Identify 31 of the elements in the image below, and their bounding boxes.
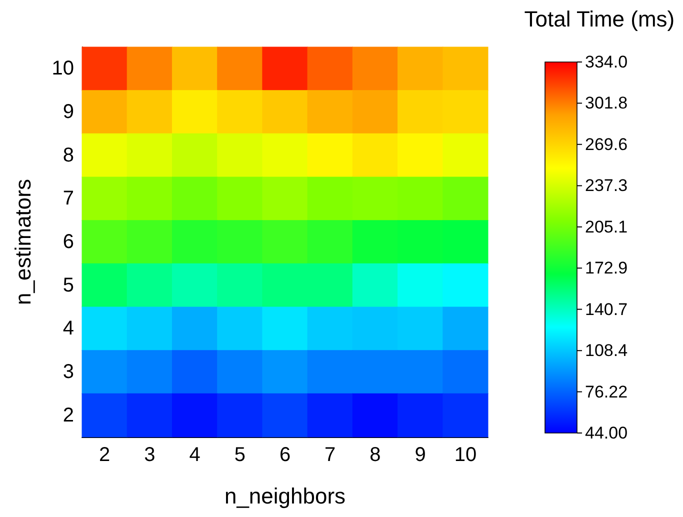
color-bar-label: 269.6	[585, 134, 628, 154]
y-tick-label: 6	[62, 231, 74, 253]
y-tick-label: 4	[62, 318, 74, 340]
x-tick-label: 8	[370, 444, 381, 466]
x-axis-title: n_neighbors	[224, 484, 346, 508]
y-tick-label: 9	[62, 101, 74, 123]
y-tick-label: 3	[62, 361, 74, 383]
x-tick-label: 7	[324, 444, 336, 466]
color-bar-label: 76.22	[585, 382, 628, 402]
y-tick-label: 2	[62, 404, 74, 426]
color-bar-label: 334.0	[585, 52, 628, 72]
y-tick-label: 5	[62, 274, 74, 296]
y-axis-title: n_estimators	[10, 179, 36, 305]
x-tick-label: 3	[144, 444, 156, 466]
color-bar-label: 140.7	[585, 300, 628, 319]
color-bar-title: Total Time (ms)	[524, 6, 675, 32]
color-bar-label: 237.3	[585, 176, 628, 196]
x-tick-label: 9	[414, 444, 426, 466]
x-tick-label: 5	[234, 444, 246, 466]
x-tick-label: 6	[279, 444, 291, 466]
color-bar-label: 44.00	[585, 424, 628, 442]
x-tick-label: 10	[454, 444, 477, 466]
x-tick-label: 2	[98, 444, 110, 466]
color-bar-label: 108.4	[585, 341, 628, 360]
color-bar-label: 172.9	[585, 258, 628, 278]
color-bar-label: 205.1	[585, 217, 628, 236]
x-tick-label: 4	[189, 444, 200, 466]
y-tick-label: 8	[62, 144, 74, 166]
color-bar-label: 301.8	[585, 94, 628, 113]
y-tick-label: 10	[52, 58, 74, 80]
y-tick-label: 7	[62, 188, 74, 210]
